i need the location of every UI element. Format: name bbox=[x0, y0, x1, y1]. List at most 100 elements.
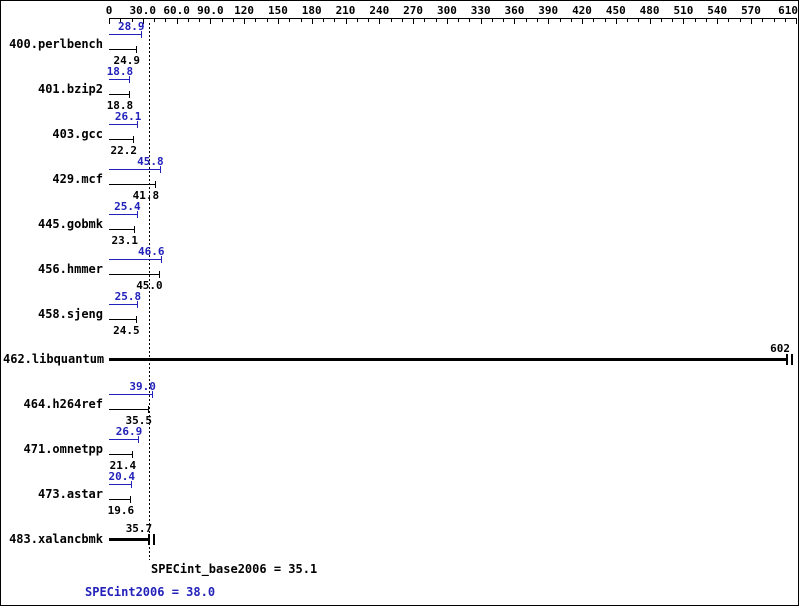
axis-minor-tick bbox=[165, 18, 167, 22]
axis-minor-tick bbox=[289, 18, 291, 22]
axis-major-tick bbox=[379, 18, 381, 24]
axis-major-tick bbox=[751, 18, 752, 24]
bar-base-value-label: 23.1 bbox=[111, 234, 139, 247]
axis-minor-tick bbox=[154, 18, 155, 22]
axis-minor-tick bbox=[739, 18, 741, 22]
bar-peak-end-cap bbox=[151, 391, 153, 398]
axis-major-tick bbox=[413, 18, 415, 24]
axis-tick-label: 210 bbox=[335, 4, 356, 17]
axis-minor-tick bbox=[570, 18, 572, 22]
bar-base-end-cap bbox=[136, 46, 137, 53]
bar-peak bbox=[109, 484, 132, 485]
bar-base-end-cap bbox=[129, 91, 131, 98]
bar-peak-value-label: 28.9 bbox=[118, 20, 145, 33]
axis-minor-tick bbox=[469, 18, 471, 22]
axis-tick-label: 270 bbox=[403, 4, 424, 17]
axis-minor-tick bbox=[120, 18, 122, 22]
bar-base-end-cap bbox=[134, 226, 135, 233]
bar-base bbox=[109, 499, 132, 500]
bar-peak-end-cap bbox=[131, 481, 132, 488]
axis-major-tick bbox=[582, 18, 583, 24]
bar-peak-value-label: 25.4 bbox=[114, 200, 141, 213]
bar-base-value-label: 45.0 bbox=[136, 279, 163, 292]
bar-peak-value-label: 18.8 bbox=[106, 65, 134, 78]
axis-major-tick bbox=[615, 18, 617, 24]
bar-peak-end-cap bbox=[129, 76, 131, 83]
axis-minor-tick bbox=[458, 18, 460, 22]
axis-minor-tick bbox=[784, 18, 786, 22]
axis-minor-tick bbox=[728, 18, 730, 22]
bar-base bbox=[109, 139, 134, 140]
bar-base-end-cap bbox=[148, 406, 149, 413]
axis-minor-tick bbox=[593, 18, 595, 22]
axis-major-tick bbox=[683, 18, 685, 24]
axis-minor-tick bbox=[660, 18, 662, 22]
bar-peak bbox=[109, 304, 139, 305]
bar-peak-end-cap bbox=[160, 256, 162, 263]
axis-minor-tick bbox=[232, 18, 234, 22]
bar-peak-value-label: 25.8 bbox=[114, 290, 142, 303]
axis-tick-label: 510 bbox=[673, 4, 694, 17]
axis-major-tick bbox=[446, 18, 448, 24]
bar-end-cap bbox=[791, 354, 793, 365]
bar-peak bbox=[109, 124, 139, 125]
bar-peak-value-label: 45.8 bbox=[137, 155, 164, 168]
bar-base-value-label: 19.6 bbox=[107, 504, 135, 517]
bar-peak-end-cap bbox=[137, 121, 139, 128]
axis-tick-label: 180 bbox=[301, 4, 322, 17]
axis-tick-label: 90.0 bbox=[197, 4, 224, 17]
axis-major-tick bbox=[480, 18, 482, 24]
bar-peak-end-cap bbox=[137, 301, 139, 308]
bar-base-end-cap bbox=[133, 136, 134, 143]
bar-base-value-label: 35.5 bbox=[125, 414, 153, 427]
axis-tick-label: 330 bbox=[470, 4, 491, 17]
bar-value-label: 35.7 bbox=[125, 522, 153, 535]
benchmark-label: 400.perlbench bbox=[9, 37, 103, 51]
specint-base2006-summary: SPECint_base2006 = 35.1 bbox=[151, 562, 318, 576]
axis-minor-tick bbox=[705, 18, 707, 22]
axis-minor-tick bbox=[503, 18, 505, 22]
bar-value-label: 602 bbox=[770, 342, 790, 355]
benchmark-label: 483.xalancbmk bbox=[9, 532, 103, 546]
axis-minor-tick bbox=[525, 18, 527, 22]
benchmark-label: 456.hmmer bbox=[37, 262, 103, 276]
bar-peak-end-cap bbox=[136, 211, 138, 218]
axis-minor-tick bbox=[221, 18, 223, 22]
axis-tick-label: 610 bbox=[778, 4, 798, 17]
bar-peak-value-label: 26.9 bbox=[115, 425, 143, 438]
bar-base bbox=[109, 49, 137, 50]
axis-major-tick bbox=[210, 18, 212, 24]
axis-major-tick bbox=[109, 18, 110, 24]
benchmark-label: 471.omnetpp bbox=[23, 442, 103, 456]
axis-minor-tick bbox=[401, 18, 403, 22]
bar-peak-value-label: 39.0 bbox=[129, 380, 156, 393]
axis-minor-tick bbox=[323, 18, 324, 22]
bar-base-end-cap bbox=[130, 496, 132, 503]
axis-major-tick bbox=[548, 18, 550, 24]
axis-line bbox=[109, 18, 797, 19]
axis-tick-label: 450 bbox=[605, 4, 626, 17]
axis-minor-tick bbox=[131, 18, 133, 22]
bar-peak bbox=[109, 34, 142, 35]
benchmark-label: 445.gobmk bbox=[37, 217, 103, 231]
bar-peak bbox=[109, 439, 140, 440]
axis-minor-tick bbox=[672, 18, 674, 22]
axis-major-tick bbox=[717, 18, 719, 24]
axis-tick-label: 420 bbox=[572, 4, 592, 17]
axis-minor-tick bbox=[762, 18, 764, 22]
axis-minor-tick bbox=[390, 18, 392, 22]
bar-base bbox=[109, 184, 157, 185]
specint2006-summary: SPECint2006 = 38.0 bbox=[85, 585, 216, 599]
bar-base-end-cap bbox=[135, 316, 137, 323]
x-axis: 0 30.0 60.0 90.0 120 150 180 210 240 270 300 330 360… bbox=[1, 1, 798, 31]
axis-major-tick bbox=[796, 18, 797, 24]
axis-tick-label: 30.0 bbox=[129, 4, 157, 17]
bar-base bbox=[109, 274, 160, 275]
axis-tick-label: 540 bbox=[707, 4, 728, 17]
bar-base-value-label: 24.5 bbox=[113, 324, 140, 337]
bar-peak bbox=[109, 169, 161, 170]
axis-major-tick bbox=[142, 18, 144, 24]
benchmark-label: 401.bzip2 bbox=[37, 82, 103, 96]
bar-peak-value-label: 20.4 bbox=[108, 470, 136, 483]
